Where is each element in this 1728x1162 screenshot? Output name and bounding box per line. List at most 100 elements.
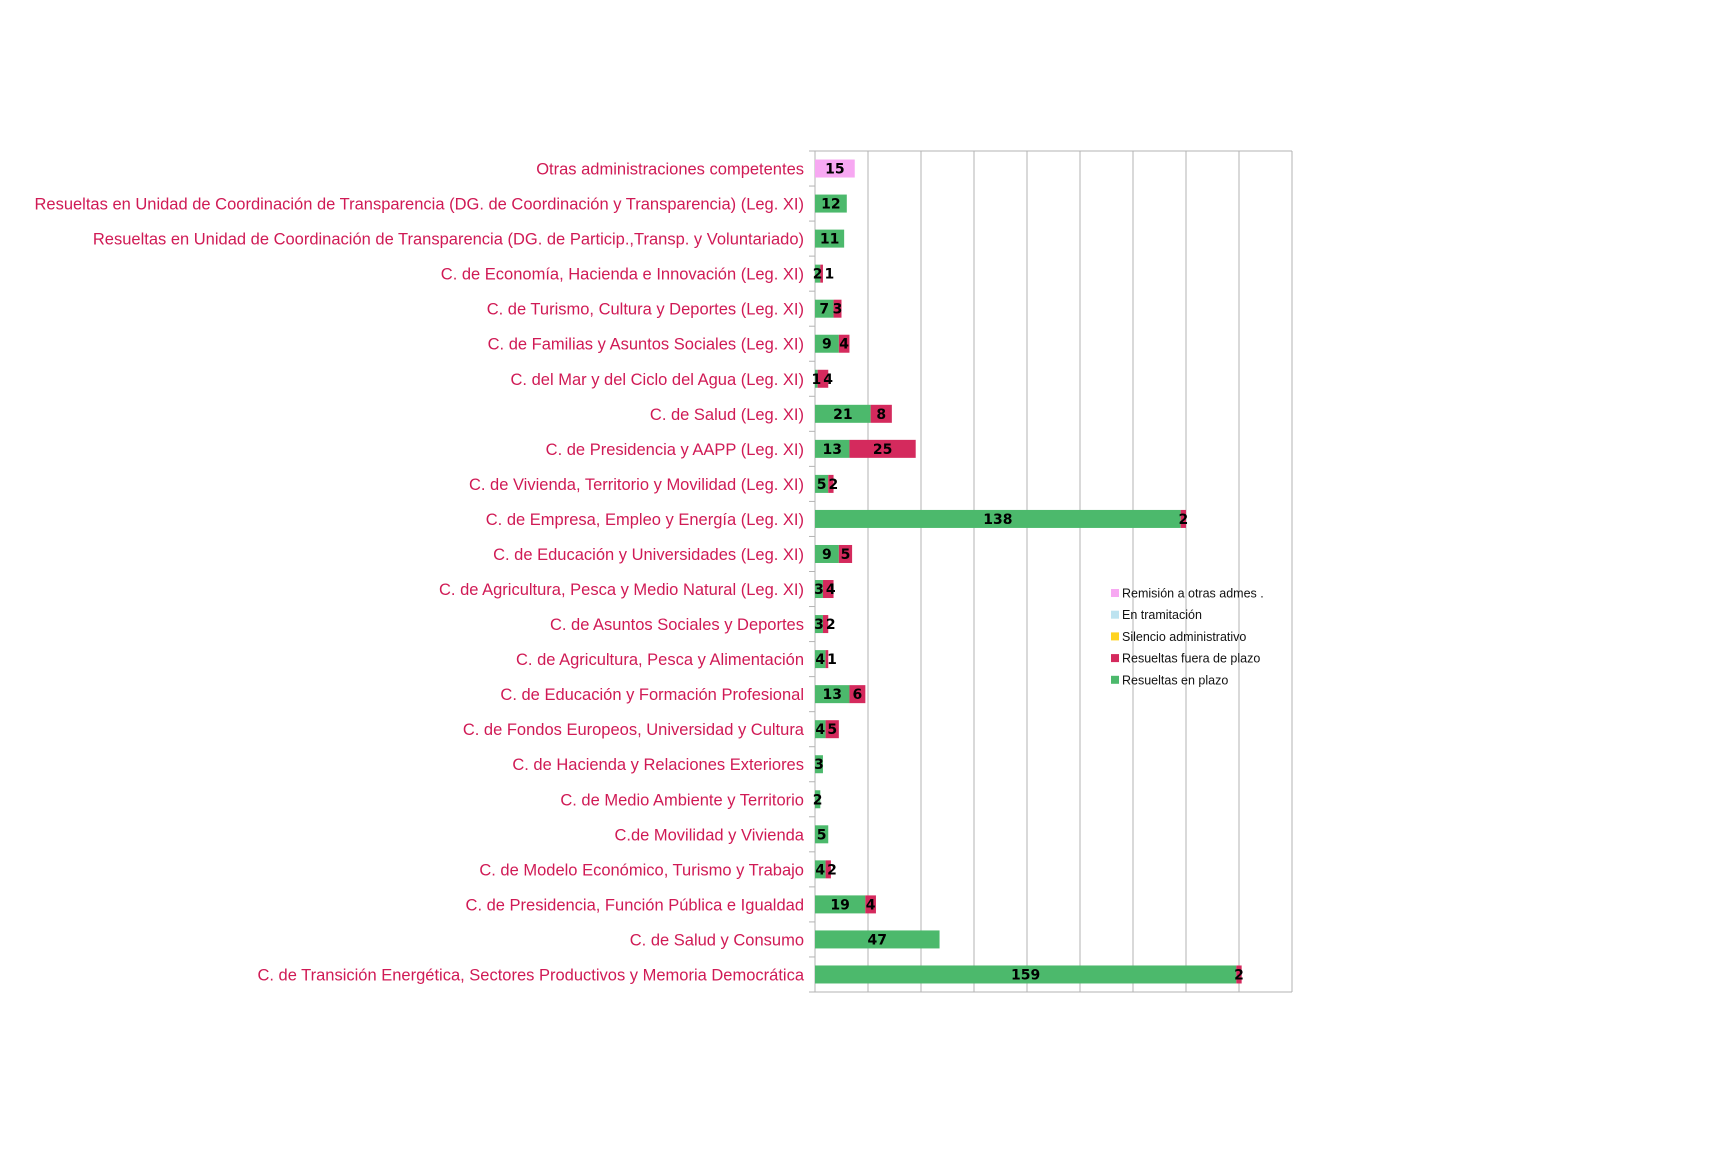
data-label: 1 <box>811 372 821 388</box>
bar-segment <box>833 299 842 318</box>
category-label: C. de Fondos Europeos, Universidad y Cul… <box>463 721 805 739</box>
category-labels: Otras administraciones competentes Resuel… <box>34 161 804 985</box>
data-label: 8 <box>876 407 886 423</box>
bar-segment <box>825 650 829 669</box>
legend-swatch <box>1111 632 1119 641</box>
bar-segment <box>820 264 823 283</box>
data-label: 2 <box>813 792 823 808</box>
legend-label: En tramitación <box>1122 608 1202 622</box>
category-label: C. de Economía, Hacienda e Innovación (L… <box>441 266 804 284</box>
bar-segment <box>815 264 821 283</box>
bar-segment <box>838 544 853 563</box>
data-label: 9 <box>822 337 832 353</box>
category-label: Otras administraciones competentes <box>536 161 804 179</box>
category-label: C. de Transición Energética, Sectores Pr… <box>257 966 804 984</box>
category-label: C. de Asuntos Sociales y Deportes <box>550 616 804 634</box>
data-label: 5 <box>841 547 851 563</box>
category-label: C. de Salud y Consumo <box>630 931 804 949</box>
bar-segment <box>815 299 834 318</box>
bar-segment <box>815 159 855 178</box>
category-label: C. de Agricultura, Pesca y Medio Natural… <box>439 581 804 599</box>
bar-segment <box>815 930 940 949</box>
legend-label: Resueltas fuera de plazo <box>1122 652 1260 666</box>
category-label: C. de Presidencia y AAPP (Leg. XI) <box>546 441 804 459</box>
legend-swatch <box>1111 675 1119 684</box>
bar-segment <box>815 194 847 213</box>
data-label: 5 <box>817 827 827 843</box>
data-label: 15 <box>825 162 844 178</box>
data-label: 11 <box>820 232 839 248</box>
category-label: C.de Movilidad y Vivienda <box>614 826 804 844</box>
data-label: 3 <box>833 302 843 318</box>
bar-segment <box>815 860 826 879</box>
data-label: 25 <box>873 442 892 458</box>
category-label: C. del Mar y del Ciclo del Agua (Leg. XI… <box>511 371 804 389</box>
bar-segment <box>815 790 821 809</box>
data-label: 4 <box>866 897 876 913</box>
bar-segment <box>865 895 876 914</box>
data-label: 1 <box>825 267 835 283</box>
bar-segment <box>815 474 829 493</box>
data-label: 13 <box>822 687 841 703</box>
category-label: C. de Agricultura, Pesca y Alimentación <box>516 651 804 669</box>
gridlines <box>809 150 1293 993</box>
bar-segment <box>815 509 1181 528</box>
bar-segment <box>815 544 839 563</box>
data-label: 7 <box>819 302 829 318</box>
bar-segment <box>815 580 823 599</box>
bar-segment <box>838 334 850 353</box>
category-label: C. de Empresa, Empleo y Energía (Leg. XI… <box>486 511 804 529</box>
data-label: 2 <box>1178 512 1188 528</box>
bar-segment <box>1236 965 1242 984</box>
bar-segment <box>815 895 866 914</box>
data-label: 4 <box>826 582 836 598</box>
category-label: C. de Educación y Formación Profesional <box>500 686 804 704</box>
legend-label: Resueltas en plazo <box>1122 673 1228 687</box>
bar-segment <box>822 580 834 599</box>
category-label: C. de Medio Ambiente y Territorio <box>560 791 804 809</box>
category-label: C. de Vivienda, Territorio y Movilidad (… <box>469 476 804 494</box>
bar-segment <box>815 615 823 634</box>
bar-segment <box>815 334 839 353</box>
bar-segment <box>849 439 916 458</box>
data-label: 4 <box>815 652 825 668</box>
bar-segment <box>815 229 845 248</box>
data-label: 19 <box>830 897 849 913</box>
bar-segment <box>1180 509 1186 528</box>
data-label: 5 <box>817 477 827 493</box>
legend-swatch <box>1111 654 1119 663</box>
bar-segment <box>822 615 829 634</box>
data-label: 3 <box>814 757 824 773</box>
data-label: 13 <box>822 442 841 458</box>
bar-segment <box>817 369 829 388</box>
data-label: 6 <box>853 687 863 703</box>
bar-segment <box>815 439 850 458</box>
data-label: 4 <box>839 337 849 353</box>
bar-segment <box>870 404 892 423</box>
legend-swatch <box>1111 589 1119 597</box>
bar-segment <box>815 755 823 774</box>
category-label: C. de Salud (Leg. XI) <box>650 406 804 424</box>
category-label: C. de Presidencia, Función Pública e Igu… <box>466 896 804 914</box>
bar-segment <box>815 404 871 423</box>
data-label: 5 <box>827 722 837 738</box>
data-label: 2 <box>829 477 839 493</box>
data-label: 3 <box>814 617 824 633</box>
category-label: C. de Educación y Universidades (Leg. XI… <box>493 546 804 564</box>
legend-label: Silencio administrativo <box>1122 630 1246 644</box>
category-label: Resueltas en Unidad de Coordinación de T… <box>34 196 804 214</box>
data-label: 3 <box>814 582 824 598</box>
legend: Remisión a otras admes . En tramitación Si… <box>1111 587 1264 687</box>
category-label: C. de Hacienda y Relaciones Exteriores <box>512 756 804 774</box>
data-label: 2 <box>813 267 823 283</box>
data-label: 1 <box>827 652 837 668</box>
category-label: Resueltas en Unidad de Coordinación de T… <box>93 231 804 249</box>
category-label: C. de Modelo Económico, Turismo y Trabaj… <box>479 861 804 879</box>
data-label: 2 <box>827 862 837 878</box>
bar-segment <box>825 860 831 879</box>
data-label: 2 <box>826 617 836 633</box>
data-label: 4 <box>823 372 833 388</box>
bar-segment <box>815 650 826 669</box>
